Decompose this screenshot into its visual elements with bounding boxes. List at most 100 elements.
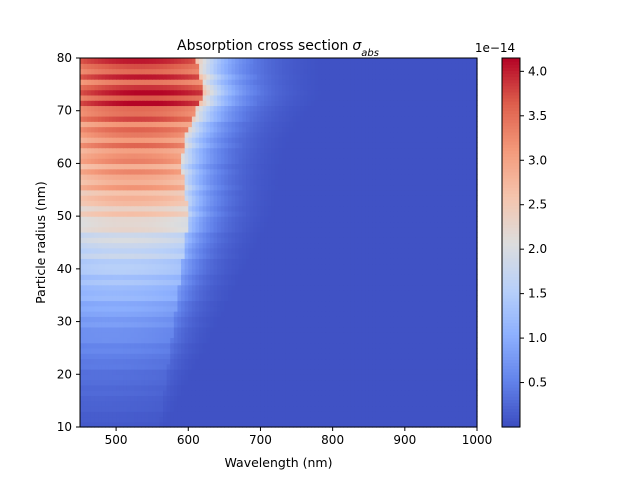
heatmap-cell bbox=[199, 332, 204, 338]
heatmap-cell bbox=[350, 195, 355, 201]
heatmap-cell bbox=[101, 353, 106, 360]
heatmap-cell bbox=[231, 411, 236, 418]
heatmap-cell bbox=[152, 358, 157, 365]
heatmap-cell bbox=[375, 247, 381, 254]
heatmap-cell bbox=[119, 300, 124, 307]
heatmap-cell bbox=[332, 300, 337, 307]
heatmap-cell bbox=[224, 253, 229, 259]
heatmap-cell bbox=[141, 237, 146, 244]
heatmap-cell bbox=[448, 200, 453, 207]
heatmap-cell bbox=[426, 216, 431, 223]
heatmap-cell bbox=[303, 258, 308, 265]
heatmap-cell bbox=[422, 405, 428, 412]
heatmap-cell bbox=[440, 210, 446, 217]
heatmap-cell bbox=[112, 195, 117, 201]
heatmap-cell bbox=[437, 374, 442, 381]
heatmap-cell bbox=[329, 390, 334, 396]
heatmap-cell bbox=[451, 189, 456, 196]
heatmap-cell bbox=[238, 279, 244, 286]
heatmap-cell bbox=[173, 210, 179, 217]
heatmap-cell bbox=[177, 195, 182, 201]
heatmap-cell bbox=[282, 411, 287, 418]
heatmap-cell bbox=[325, 289, 330, 296]
heatmap-cell bbox=[422, 384, 428, 391]
heatmap-cell bbox=[300, 258, 305, 265]
heatmap-cell bbox=[448, 411, 453, 418]
heatmap-cell bbox=[94, 268, 99, 275]
heatmap-cell bbox=[242, 326, 247, 333]
heatmap-cell bbox=[101, 311, 106, 317]
heatmap-cell bbox=[163, 237, 168, 244]
heatmap-cell bbox=[347, 205, 352, 212]
heatmap-cell bbox=[83, 321, 88, 328]
heatmap-cell bbox=[469, 400, 474, 407]
heatmap-cell bbox=[173, 221, 179, 228]
heatmap-cell bbox=[397, 216, 402, 223]
heatmap-cell bbox=[314, 416, 319, 423]
heatmap-cell bbox=[314, 332, 319, 338]
heatmap-cell bbox=[329, 358, 334, 365]
heatmap-cell bbox=[455, 311, 460, 317]
heatmap-cell bbox=[188, 242, 193, 249]
heatmap-cell bbox=[451, 284, 456, 291]
heatmap-cell bbox=[159, 390, 164, 396]
heatmap-cell bbox=[375, 363, 381, 370]
heatmap-cell bbox=[433, 216, 438, 223]
heatmap-cell bbox=[332, 295, 337, 302]
heatmap-cell bbox=[437, 242, 442, 249]
heatmap-cell bbox=[220, 268, 225, 275]
heatmap-cell bbox=[473, 353, 478, 360]
heatmap-cell bbox=[80, 395, 85, 402]
heatmap-cell bbox=[332, 311, 337, 317]
heatmap-cell bbox=[451, 279, 456, 286]
heatmap-cell bbox=[300, 263, 305, 270]
heatmap-cell bbox=[419, 258, 424, 265]
heatmap-cell bbox=[462, 305, 467, 312]
heatmap-cell bbox=[141, 300, 146, 307]
heatmap-cell bbox=[238, 247, 244, 254]
heatmap-cell bbox=[408, 400, 413, 407]
heatmap-cell bbox=[177, 189, 182, 196]
heatmap-cell bbox=[166, 253, 171, 259]
heatmap-cell bbox=[390, 390, 395, 396]
heatmap-cell bbox=[347, 216, 352, 223]
heatmap-cell bbox=[256, 411, 262, 418]
heatmap-cell bbox=[350, 411, 355, 418]
heatmap-cell bbox=[274, 395, 280, 402]
heatmap-cell bbox=[130, 300, 135, 307]
heatmap-cell bbox=[112, 353, 117, 360]
heatmap-cell bbox=[430, 210, 435, 217]
heatmap-cell bbox=[412, 384, 417, 391]
heatmap-cell bbox=[123, 205, 128, 212]
heatmap-cell bbox=[350, 321, 355, 328]
heatmap-cell bbox=[238, 268, 244, 275]
heatmap-cell bbox=[170, 358, 175, 365]
heatmap-cell bbox=[339, 247, 345, 254]
heatmap-cell bbox=[108, 321, 114, 328]
heatmap-cell bbox=[271, 347, 276, 354]
heatmap-cell bbox=[137, 390, 142, 396]
heatmap-cell bbox=[80, 274, 85, 280]
heatmap-cell bbox=[444, 379, 449, 386]
heatmap-cell bbox=[170, 210, 175, 217]
heatmap-cell bbox=[393, 337, 399, 344]
heatmap-cell bbox=[318, 358, 323, 365]
heatmap-cell bbox=[462, 369, 467, 375]
heatmap-cell bbox=[105, 300, 110, 307]
heatmap-cell bbox=[336, 342, 341, 349]
heatmap-cell bbox=[112, 189, 117, 196]
heatmap-cell bbox=[220, 347, 225, 354]
heatmap-cell bbox=[199, 358, 204, 365]
heatmap-cell bbox=[260, 205, 265, 212]
heatmap-cell bbox=[451, 210, 456, 217]
heatmap-cell bbox=[119, 311, 124, 317]
heatmap-cell bbox=[90, 279, 96, 286]
heatmap-cell bbox=[451, 337, 456, 344]
heatmap-cell bbox=[231, 384, 236, 391]
heatmap-cell bbox=[325, 247, 330, 254]
heatmap-cell bbox=[462, 358, 467, 365]
heatmap-cell bbox=[430, 353, 435, 360]
heatmap-cell bbox=[123, 210, 128, 217]
heatmap-cell bbox=[433, 295, 438, 302]
heatmap-cell bbox=[372, 353, 377, 360]
